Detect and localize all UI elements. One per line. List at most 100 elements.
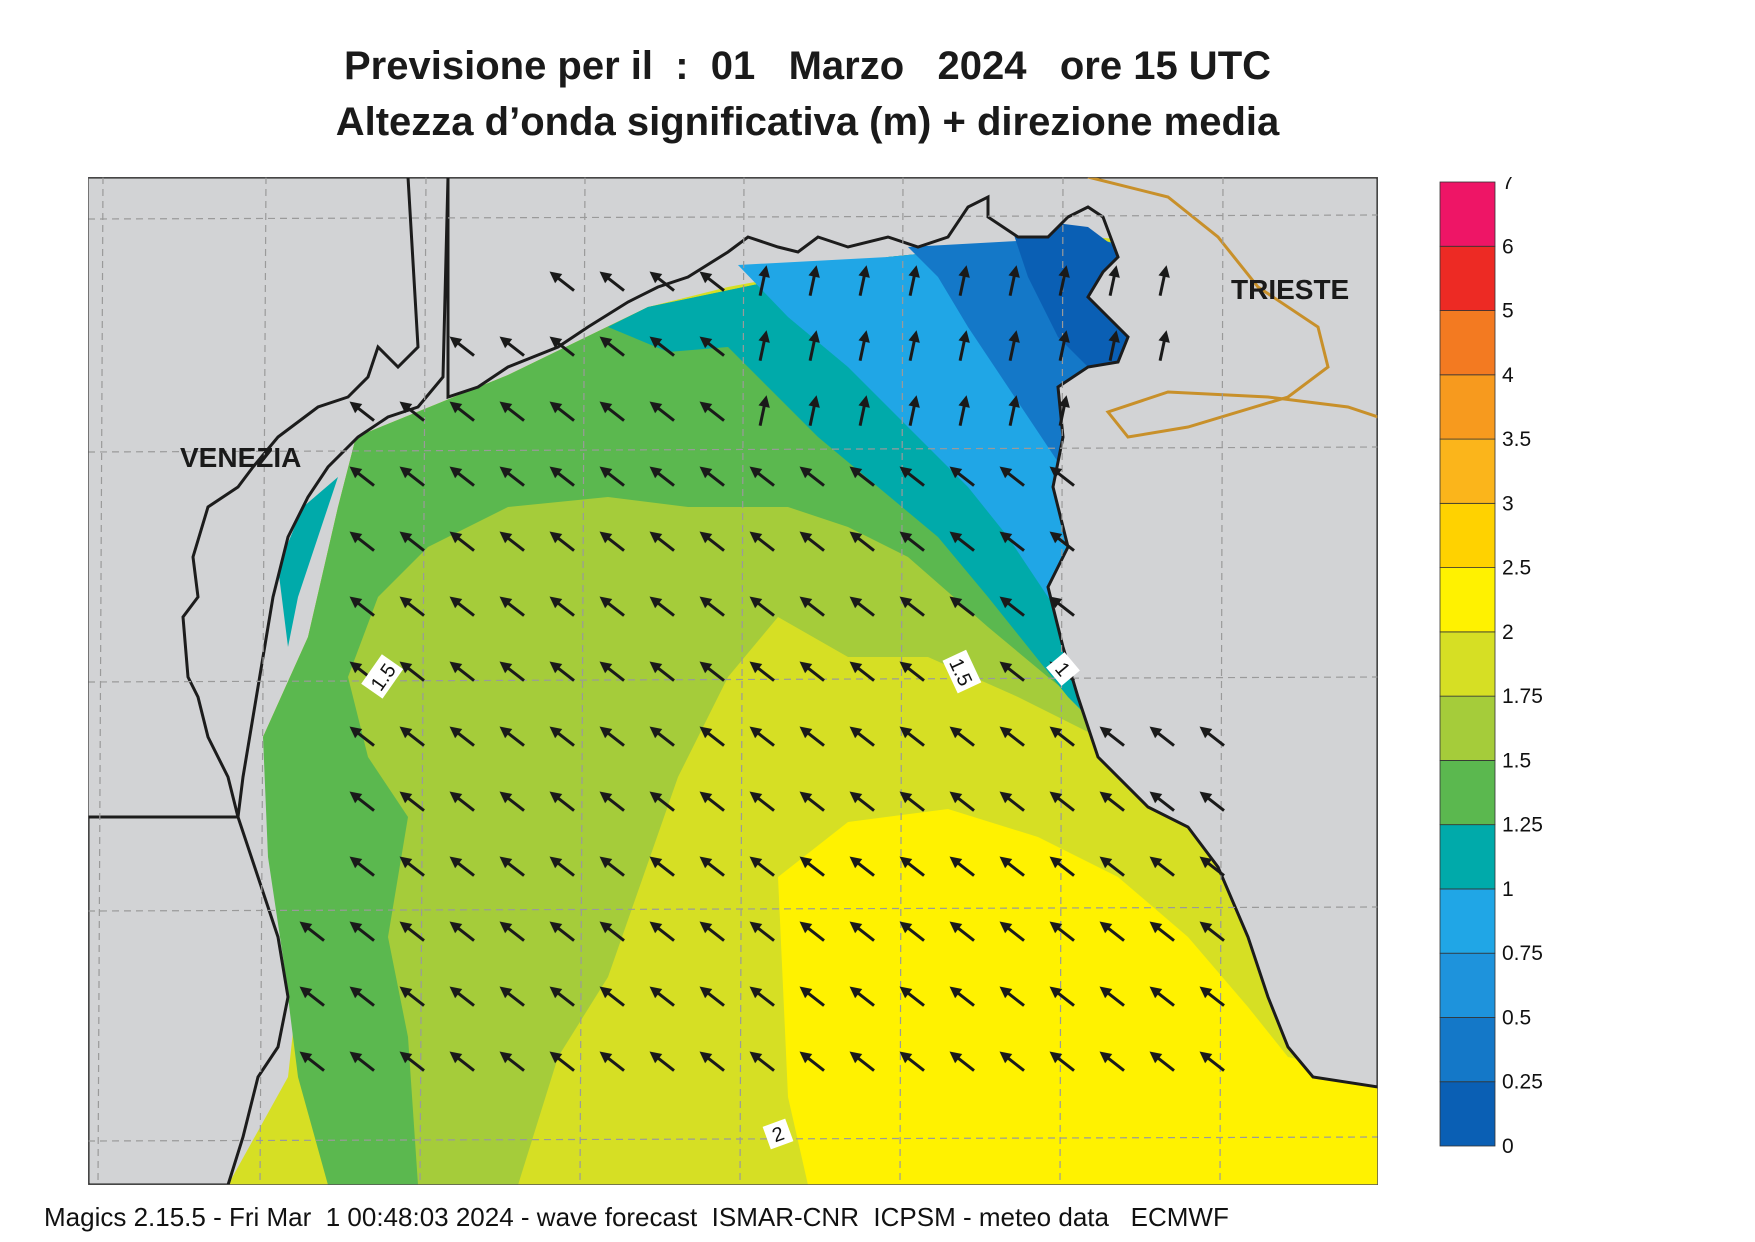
arrow-head [849, 596, 863, 609]
arrow-head [749, 791, 763, 804]
legend-tick-label: 4 [1502, 364, 1514, 387]
direction-arrow [649, 726, 675, 747]
arrow-head [958, 330, 970, 343]
direction-arrow [1149, 986, 1175, 1007]
direction-arrow [699, 661, 725, 682]
arrow-head [899, 921, 913, 934]
arrow-head [949, 466, 963, 479]
arrow-head [1099, 726, 1113, 739]
arrow-head [1149, 726, 1163, 739]
arrow-head [549, 336, 563, 349]
direction-arrow [399, 791, 425, 812]
arrow-head [1199, 921, 1213, 934]
legend-tick-label: 1.75 [1502, 685, 1543, 708]
arrow-head [399, 726, 413, 739]
direction-arrow [908, 265, 920, 297]
direction-arrow [349, 791, 375, 812]
arrow-head [349, 986, 363, 999]
arrow-head [499, 401, 513, 414]
arrow-head [749, 921, 763, 934]
arrow-head [399, 986, 413, 999]
direction-arrow [1199, 921, 1225, 942]
direction-arrow [399, 986, 425, 1007]
direction-arrow [599, 661, 625, 682]
direction-arrow [999, 466, 1025, 487]
direction-arrow [1008, 265, 1020, 297]
contour-label-2: 1.5 [942, 649, 982, 694]
direction-arrow [1199, 726, 1225, 747]
direction-arrow [899, 726, 925, 747]
arrow-head [849, 856, 863, 869]
legend-tick-label: 7 [1502, 177, 1514, 194]
arrow-head [799, 791, 813, 804]
arrow-head [649, 1051, 663, 1064]
arrow-head [999, 726, 1013, 739]
arrow-head [649, 271, 663, 284]
arrow-head [1049, 986, 1063, 999]
arrow-head [758, 395, 770, 408]
legend-tick-label: 3 [1502, 492, 1514, 515]
color-scale-legend: 0 0.25 0.5 0.75 1 1.25 1.5 1.75 2 2.5 3 3.5 4 5 6 7 [1439, 177, 1543, 1157]
arrow-head [849, 1051, 863, 1064]
arrow-head [1049, 531, 1063, 544]
direction-arrow [1199, 1051, 1225, 1072]
arrow-head [799, 531, 813, 544]
direction-arrow [999, 921, 1025, 942]
direction-arrow [549, 856, 575, 877]
arrow-head [749, 531, 763, 544]
direction-arrow [649, 336, 675, 357]
legend-tick-label: 0.75 [1502, 942, 1543, 965]
arrow-head [649, 661, 663, 674]
arrow-head [1149, 856, 1163, 869]
direction-arrow [599, 921, 625, 942]
arrow-head [649, 531, 663, 544]
direction-arrow [649, 856, 675, 877]
direction-arrow [949, 1051, 975, 1072]
direction-arrow [1008, 330, 1020, 362]
arrow-head [1008, 330, 1020, 343]
arrow-head [999, 986, 1013, 999]
direction-arrow [449, 921, 475, 942]
arrow-head [449, 726, 463, 739]
arrow-head [449, 596, 463, 609]
arrow-head [499, 531, 513, 544]
direction-arrow [899, 921, 925, 942]
direction-arrow [999, 791, 1025, 812]
direction-arrow [858, 330, 870, 362]
arrow-head [599, 791, 613, 804]
arrow-head [549, 986, 563, 999]
arrow-head [749, 856, 763, 869]
direction-arrow [649, 271, 675, 292]
arrow-head [699, 531, 713, 544]
direction-arrow [808, 265, 820, 297]
direction-arrow [958, 265, 970, 297]
arrow-head [899, 856, 913, 869]
direction-arrow [1099, 921, 1125, 942]
arrow-head [999, 661, 1013, 674]
direction-arrow [749, 726, 775, 747]
direction-arrow [1108, 265, 1120, 297]
direction-arrow [349, 531, 375, 552]
direction-arrow [499, 726, 525, 747]
arrow-head [749, 1051, 763, 1064]
direction-arrow [399, 531, 425, 552]
arrow-head [949, 726, 963, 739]
direction-arrow [1149, 921, 1175, 942]
direction-arrow [499, 856, 525, 877]
direction-arrow [749, 921, 775, 942]
direction-arrow [1108, 330, 1120, 362]
direction-arrow [949, 531, 975, 552]
land-south-west [88, 815, 290, 1185]
direction-arrow [549, 336, 575, 357]
arrow-head [499, 596, 513, 609]
arrow-head [449, 921, 463, 934]
arrow-head [699, 661, 713, 674]
direction-arrow [899, 661, 925, 682]
arrow-head [1099, 856, 1113, 869]
arrow-head [1099, 1051, 1113, 1064]
arrow-head [799, 466, 813, 479]
arrow-head [849, 986, 863, 999]
direction-arrow [449, 401, 475, 422]
direction-arrow [599, 596, 625, 617]
direction-arrow [999, 661, 1025, 682]
